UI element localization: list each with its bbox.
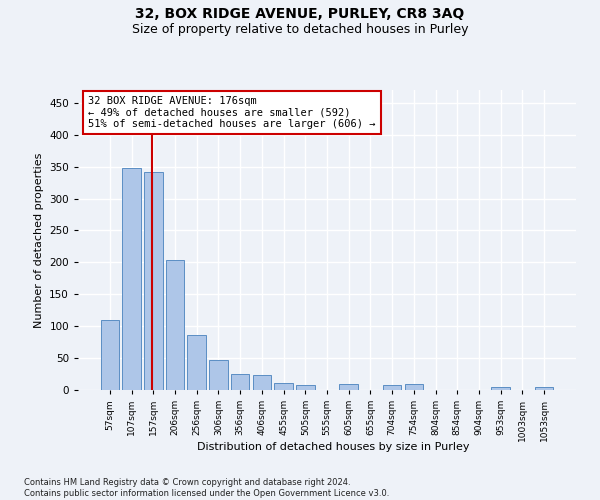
Bar: [253, 376, 271, 390]
Y-axis label: Number of detached properties: Number of detached properties: [34, 152, 44, 328]
Bar: [209, 360, 227, 390]
Bar: [535, 387, 553, 390]
Bar: [101, 320, 119, 390]
Bar: [296, 385, 314, 390]
Bar: [144, 172, 163, 390]
Bar: [383, 385, 401, 390]
Bar: [122, 168, 141, 390]
Bar: [491, 387, 510, 390]
Bar: [187, 335, 206, 390]
Text: Contains HM Land Registry data © Crown copyright and database right 2024.
Contai: Contains HM Land Registry data © Crown c…: [24, 478, 389, 498]
Text: Size of property relative to detached houses in Purley: Size of property relative to detached ho…: [132, 22, 468, 36]
Text: Distribution of detached houses by size in Purley: Distribution of detached houses by size …: [197, 442, 469, 452]
Bar: [340, 384, 358, 390]
Bar: [404, 384, 423, 390]
Text: 32, BOX RIDGE AVENUE, PURLEY, CR8 3AQ: 32, BOX RIDGE AVENUE, PURLEY, CR8 3AQ: [136, 8, 464, 22]
Bar: [231, 374, 250, 390]
Bar: [274, 383, 293, 390]
Bar: [166, 260, 184, 390]
Text: 32 BOX RIDGE AVENUE: 176sqm
← 49% of detached houses are smaller (592)
51% of se: 32 BOX RIDGE AVENUE: 176sqm ← 49% of det…: [88, 96, 376, 129]
